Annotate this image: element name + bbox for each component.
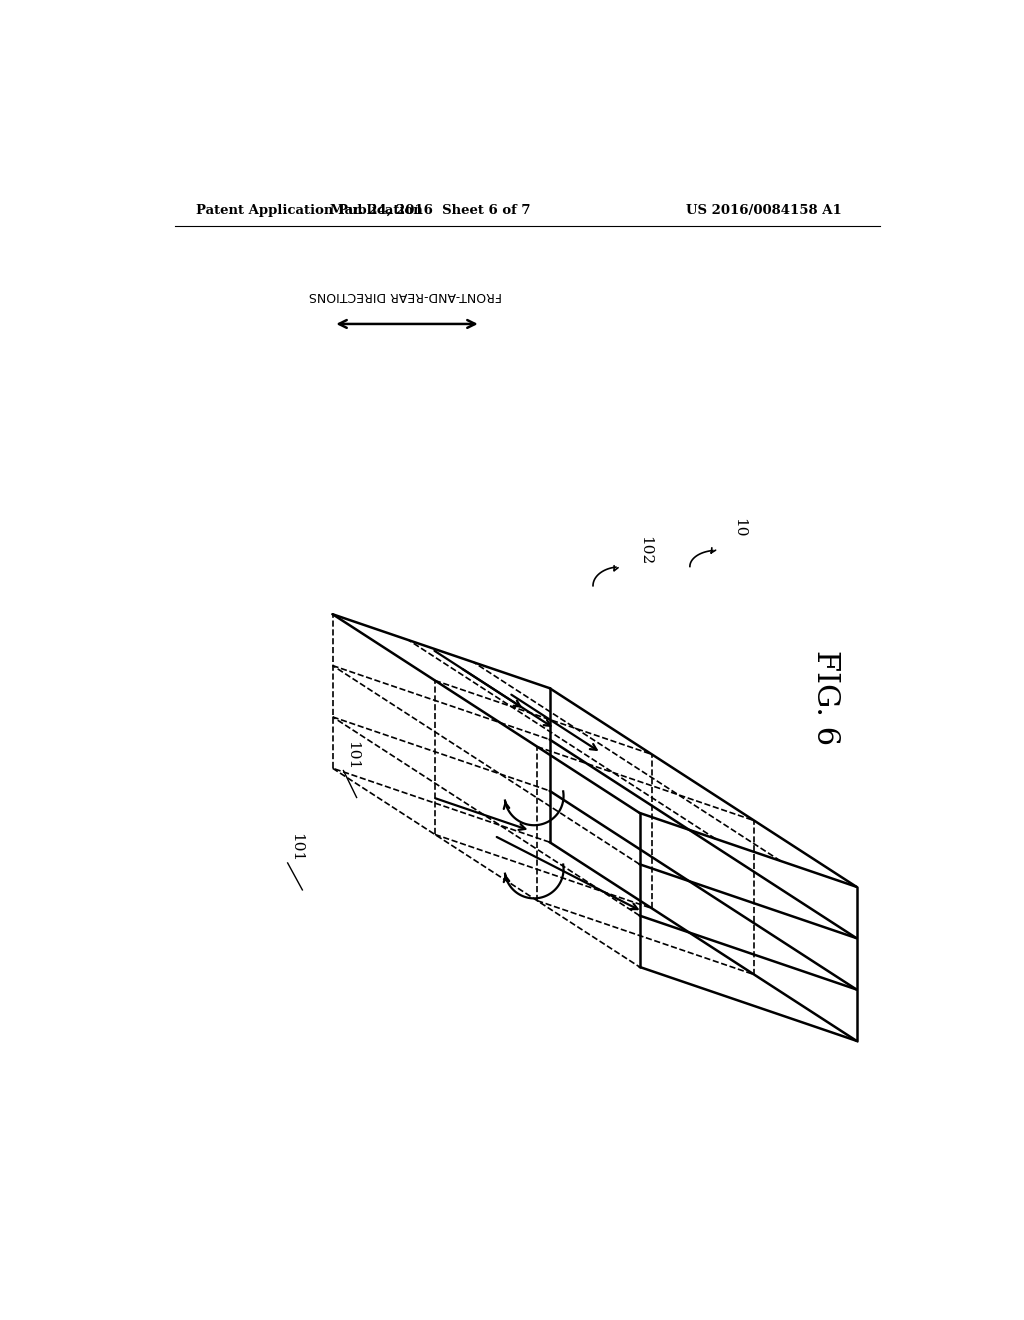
Text: US 2016/0084158 A1: US 2016/0084158 A1: [686, 205, 842, 218]
Text: 10: 10: [732, 519, 746, 537]
Text: 101: 101: [289, 833, 303, 862]
Text: 102: 102: [638, 536, 652, 566]
Text: 101: 101: [345, 741, 359, 770]
Text: FIG. 6: FIG. 6: [810, 649, 841, 744]
Text: Patent Application Publication: Patent Application Publication: [197, 205, 423, 218]
Text: FRONT-AND-REAR DIRECTIONS: FRONT-AND-REAR DIRECTIONS: [309, 289, 502, 302]
Text: Mar. 24, 2016  Sheet 6 of 7: Mar. 24, 2016 Sheet 6 of 7: [330, 205, 530, 218]
